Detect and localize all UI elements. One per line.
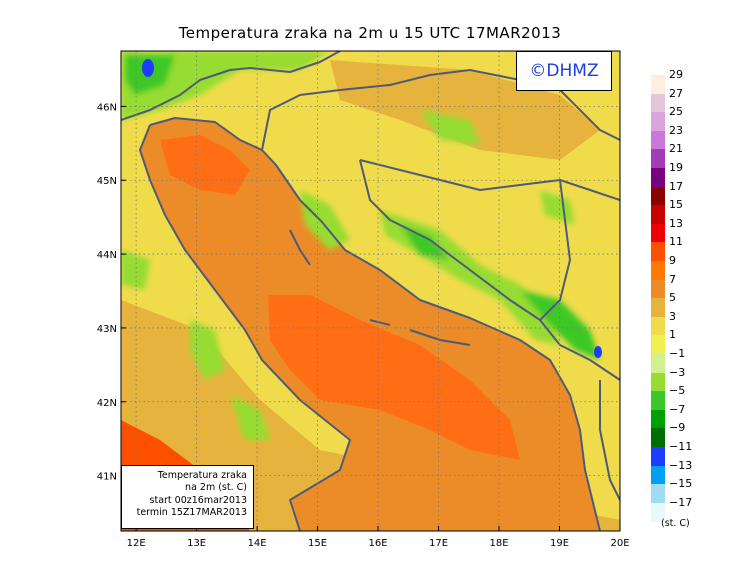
legend-swatch [651,372,665,392]
cold-mountain-areas [121,51,600,440]
legend-label: 3 [669,309,676,323]
legend-label: 5 [669,291,676,305]
sea-warm-core [268,295,520,460]
info-line-variable: Temperatura zraka [157,470,247,481]
legend-swatch [651,484,665,504]
legend-swatch [651,335,665,355]
legend-swatch [651,279,665,299]
legend-label: −1 [669,347,686,360]
legend-swatch [651,168,665,188]
legend-swatch [651,261,665,281]
lat-tick-label: 46N [97,102,117,113]
legend-label: −5 [669,384,686,398]
legend-swatch [651,130,665,150]
legend-label: 9 [669,254,676,267]
legend-swatch [651,428,665,448]
lat-tick-label: 44N [97,250,117,261]
coldest-spot [594,346,602,358]
map-title: Temperatura zraka na 2m u 15 UTC 17MAR20… [178,24,562,42]
legend-swatch [651,149,665,169]
lon-tick-label: 20E [610,538,629,549]
lat-tick-label: 45N [97,176,117,187]
legend-swatch [651,242,665,262]
legend-swatch [651,223,665,243]
legend-label: −13 [669,458,693,472]
coastlines [121,51,620,531]
legend-label: 21 [669,142,683,156]
legend-swatch [651,112,665,132]
map-frame [120,50,621,532]
copyright-label: ©DHMZ [516,51,612,91]
legend-swatch [651,298,665,318]
info-box: Temperatura zraka na 2m (st. C) start 00… [121,465,254,529]
legend-label: 25 [669,105,683,119]
lon-tick-label: 18E [490,538,509,549]
legend-label: 27 [669,86,683,100]
lon-tick-label: 19E [550,538,569,549]
lat-tick-label: 42N [97,398,117,409]
color-legend: 29 27 25 23 21 19 17 15 13 11 9 7 5 3 1 −1 −3 −5 −7 −9 −11 −1… [651,69,721,535]
legend-label: 19 [669,161,683,174]
lon-tick-label: 17E [429,538,448,549]
legend-swatch [651,447,665,467]
legend-label: −15 [669,477,693,491]
legend-swatch [651,186,665,206]
lon-tick-label: 13E [187,538,206,549]
info-line-start: start 00z16mar2013 [149,494,247,506]
legend-label: −3 [669,365,686,379]
legend-swatch [651,316,665,336]
legend-swatch [651,465,665,485]
legend-label: 1 [669,328,676,342]
legend-swatch [651,502,665,522]
info-line-unit: na 2m (st. C) [185,482,247,494]
legend-swatch [651,354,665,374]
legend-swatch [651,75,665,95]
lon-tick-label: 12E [127,538,146,549]
coldest-spot [142,59,154,77]
legend-swatch [651,205,665,225]
legend-label: 15 [669,198,683,212]
legend-label: 11 [669,235,683,249]
legend-label: 17 [669,179,683,193]
legend-label: −11 [669,440,693,453]
legend-label: −9 [669,421,686,435]
info-line-termin: termin 15Z17MAR2013 [136,507,247,519]
legend-label: 29 [669,68,683,81]
legend-label: 7 [669,272,676,286]
legend-swatch [651,409,665,429]
lat-tick-label: 41N [97,472,117,483]
legend-swatch [651,391,665,411]
graticule [121,51,620,531]
legend-unit-label: (st. C) [661,518,690,529]
lat-tick-label: 43N [97,324,117,335]
field-layer [121,51,620,531]
legend-label: −17 [669,495,693,509]
legend-label: −7 [669,402,686,416]
land-warm-area [330,60,600,160]
legend-label: 23 [669,123,683,137]
longitude-ticks: 12E 13E 14E 15E 16E 17E 18E 19E 20E [127,526,630,549]
lon-tick-label: 16E [369,538,388,549]
sea-warm-core [160,135,250,195]
legend-swatch [651,93,665,113]
legend-label: 13 [669,216,683,230]
lon-tick-label: 15E [308,538,327,549]
lon-tick-label: 14E [248,538,267,549]
